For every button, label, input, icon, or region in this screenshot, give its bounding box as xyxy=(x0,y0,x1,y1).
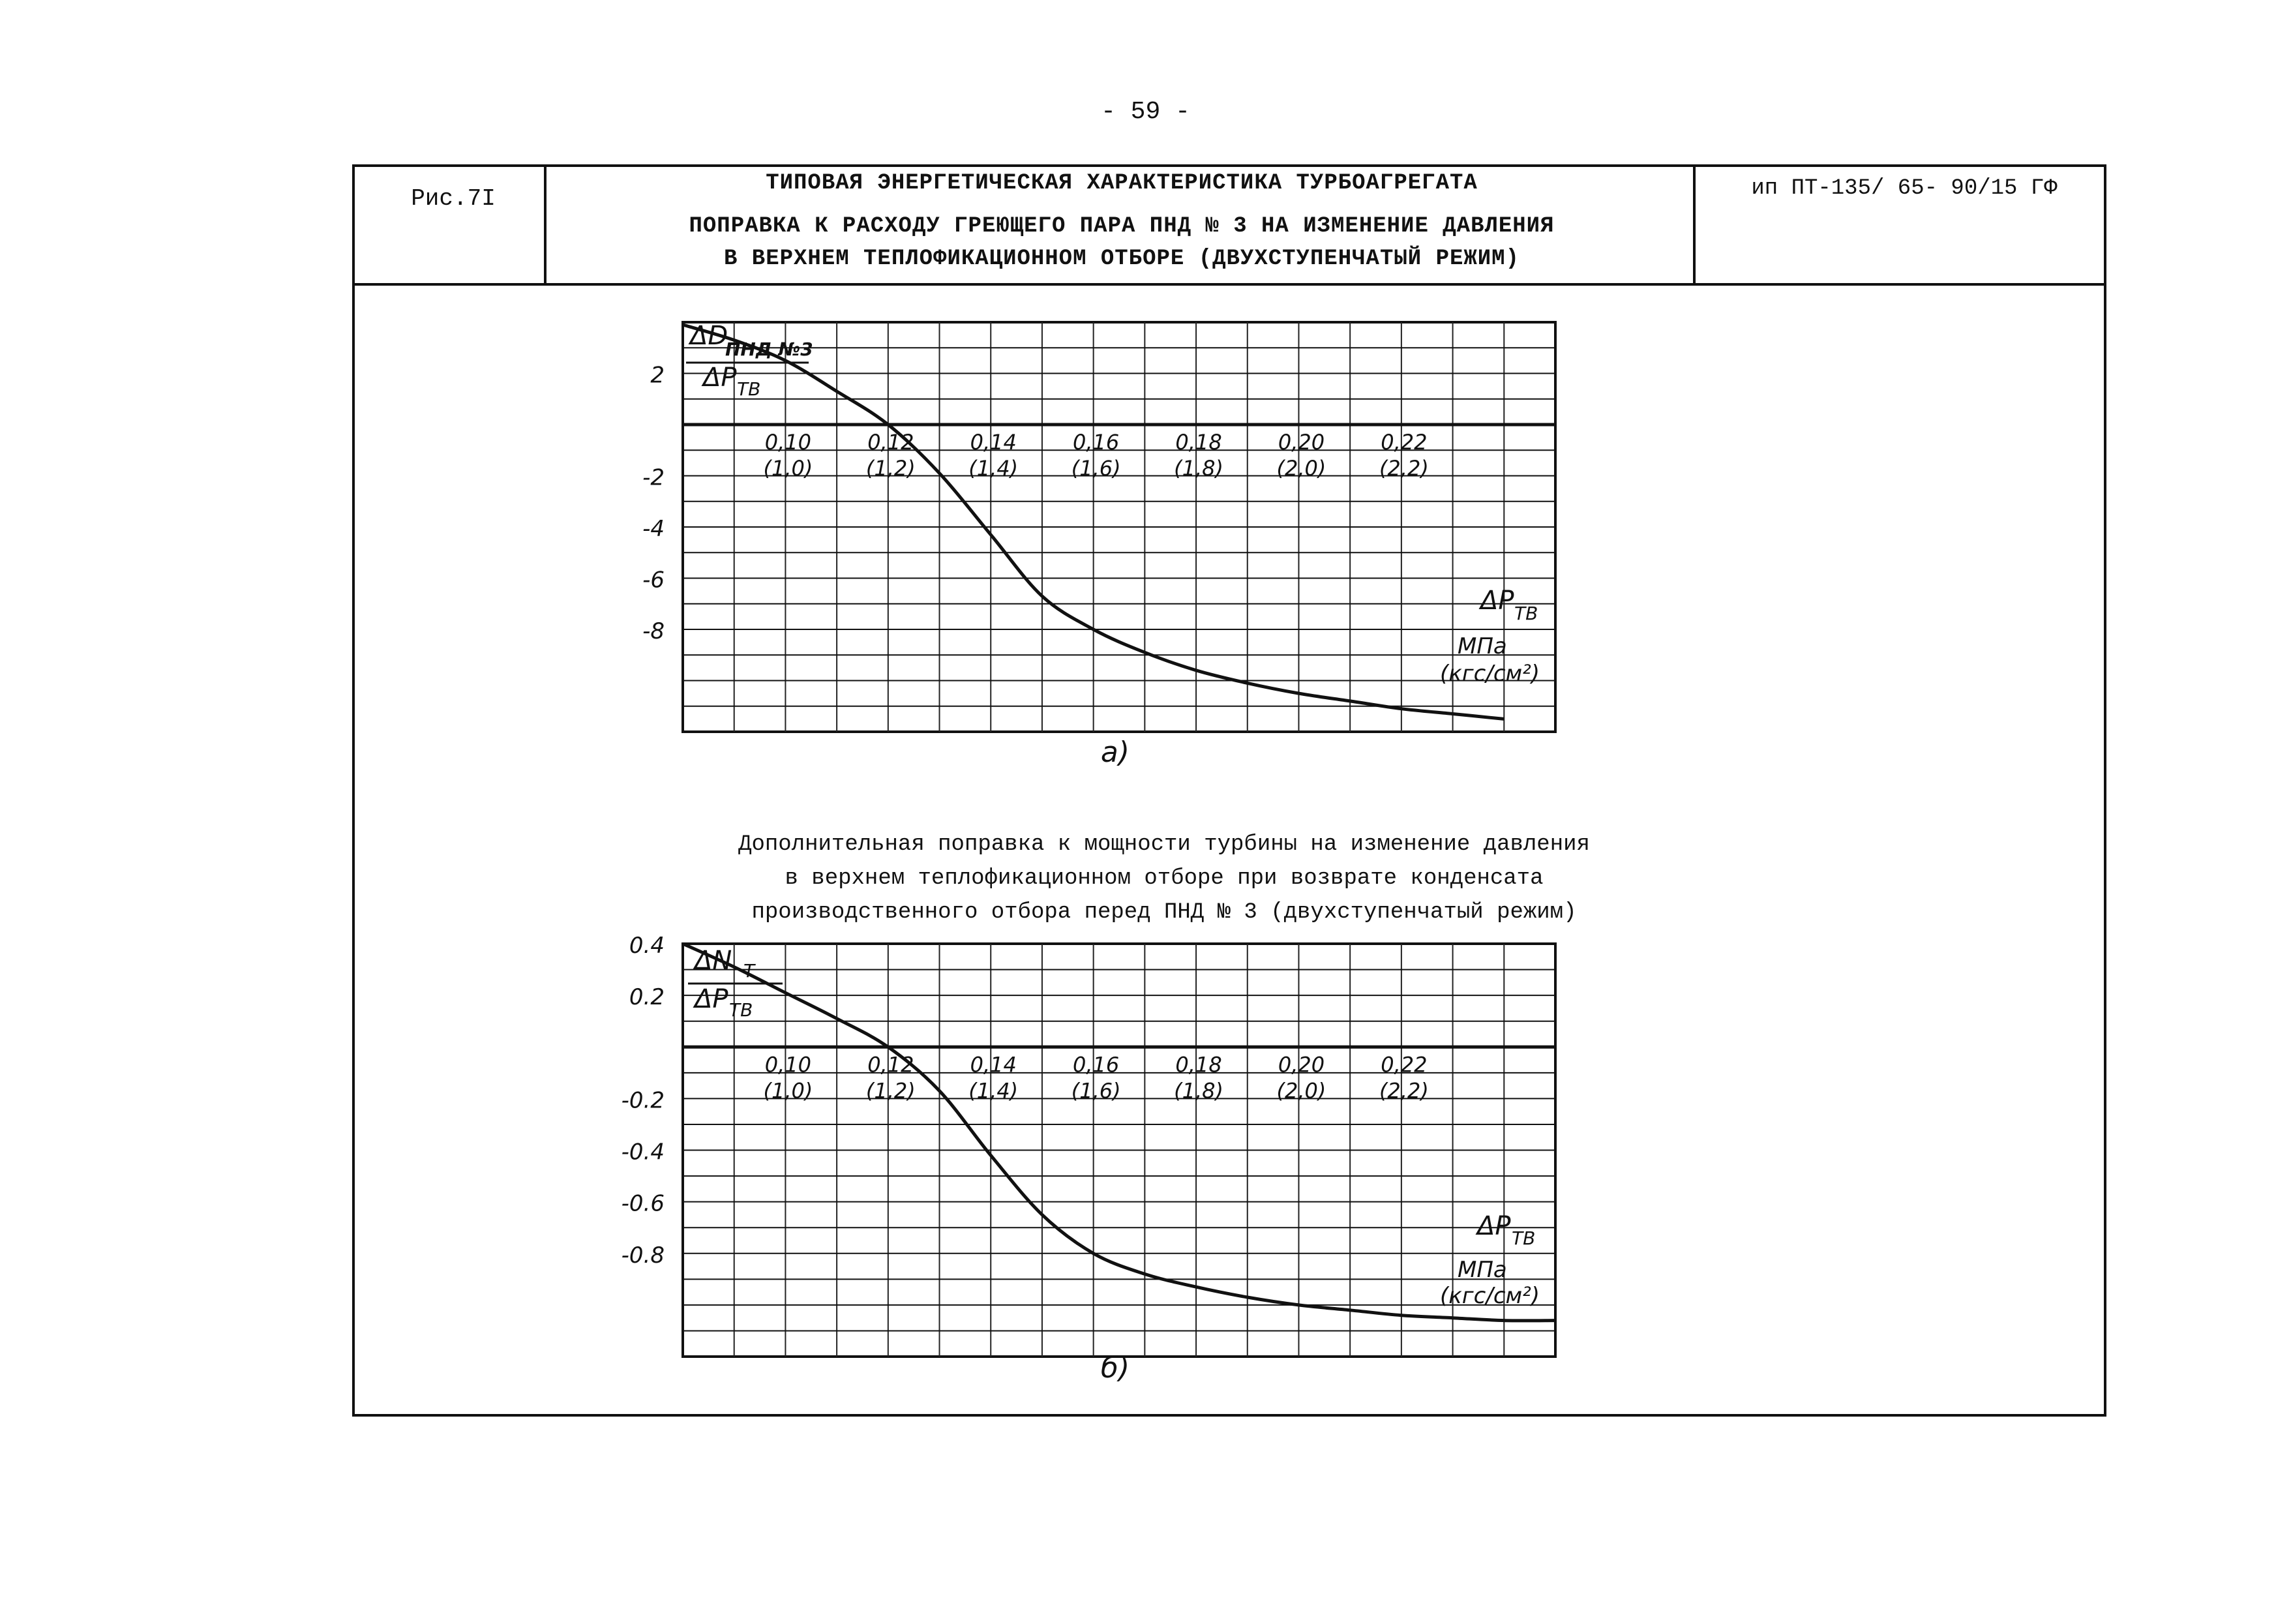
chart-a-x-tick-label-alt: (1,4) xyxy=(968,456,1018,481)
chart-b-x-tick-label-alt: (1,6) xyxy=(1071,1078,1121,1103)
chart-b-xlabel: ΔP xyxy=(1475,1211,1511,1241)
header-subtitle-line1: ПОПРАВКА К РАСХОДУ ГРЕЮЩЕГО ПАРА ПНД № 3… xyxy=(689,214,1555,239)
chart-a-ylabel-bottom-sub: ТВ xyxy=(737,378,760,400)
chart-b-series-line xyxy=(681,942,1556,1323)
chart-a-y-tick-label: -8 xyxy=(642,618,665,644)
chart-b-y-tick-label: 0.4 xyxy=(629,933,665,959)
chart-a-xlabel: ΔP xyxy=(1478,586,1514,616)
chart-a-panel-label: а) xyxy=(1100,736,1130,769)
chart-a-x-tick-label: 0,20 xyxy=(1278,430,1325,455)
chart-a-ylabel-top: ΔD xyxy=(688,321,728,351)
chart-a-grid xyxy=(681,321,1557,733)
chart-a-y-tick-label: 2 xyxy=(650,363,665,389)
chart-a-x-tick-label: 0,16 xyxy=(1073,430,1119,455)
chart-a-ylabel-top-sub: ПНД №3 xyxy=(725,338,813,360)
chart-b-x-tick-label: 0,18 xyxy=(1175,1052,1221,1077)
header-divider-right xyxy=(1693,164,1696,286)
figure-label: Рис.7I xyxy=(411,185,496,212)
chart-a-x-tick-label-alt: (1,2) xyxy=(866,456,916,481)
chart-b-x-tick-label-alt: (1,0) xyxy=(763,1078,813,1103)
chart-b-ylabel-top-sub: Т xyxy=(743,960,756,982)
chart-b-x-tick-label-alt: (1,4) xyxy=(968,1078,1018,1103)
chart-a-x-unit-alt: (кгс/см²) xyxy=(1440,661,1540,687)
chart-b-y-tick-label: -0.8 xyxy=(621,1242,665,1269)
header-row xyxy=(352,164,2106,286)
header-subtitle-line2: В ВЕРХНЕМ ТЕПЛОФИКАЦИОННОМ ОТБОРЕ (ДВУХС… xyxy=(724,247,1520,271)
chart-b-x-tick-label-alt: (2,2) xyxy=(1379,1078,1429,1103)
header-divider-left xyxy=(544,164,547,286)
chart-a-y-tick-label: -6 xyxy=(642,567,665,594)
chart-b-x-tick-label-alt: (2,0) xyxy=(1277,1078,1326,1103)
chart-a-x-tick-label-alt: (2,2) xyxy=(1379,456,1429,481)
chart-b-ylabel-bottom: ΔP xyxy=(693,984,728,1014)
chart-a-xlabel-sub: ТВ xyxy=(1514,603,1538,624)
chart-b-y-tick-label: -0.4 xyxy=(621,1139,665,1165)
chart-b-y-tick-label: -0.2 xyxy=(621,1087,665,1113)
chart-a-ylabel-bottom: ΔP xyxy=(701,363,737,393)
chart-a-y-tick-label: -4 xyxy=(642,516,665,542)
chart-b-xlabel-sub: ТВ xyxy=(1512,1227,1535,1249)
chart-b-x-tick-label: 0,20 xyxy=(1278,1052,1325,1077)
chart-a-x-tick-label: 0,22 xyxy=(1381,430,1427,455)
document-frame xyxy=(352,164,2106,1417)
chart-b-ticks: 0,10(1,0) 0,12(1,2) 0,14(1,4) 0,16(1,6) 0,18… xyxy=(621,933,1429,1269)
chart-a-x-tick-label-alt: (1,6) xyxy=(1071,456,1121,481)
chart-a-x-tick-label-alt: (1,8) xyxy=(1174,456,1223,481)
chart-b-x-tick-label: 0,14 xyxy=(970,1052,1017,1077)
chart-b-y-tick-label: -0.6 xyxy=(621,1191,665,1217)
chart-b-x-tick-label-alt: (1,8) xyxy=(1174,1078,1223,1103)
chart-a-series-line xyxy=(682,323,1505,721)
chart-b-x-unit: МПа xyxy=(1458,1257,1507,1283)
chart-b-x-tick-label-alt: (1,2) xyxy=(866,1078,916,1103)
chart-b-x-tick-label: 0,16 xyxy=(1073,1052,1119,1077)
chart-a-x-tick-label-alt: (2,0) xyxy=(1277,456,1326,481)
chart-a-y-tick-label: -2 xyxy=(642,465,665,491)
chart-b-x-tick-label: 0,22 xyxy=(1381,1052,1427,1077)
chart-a-x-tick-label: 0,14 xyxy=(970,430,1017,455)
chart-b-x-tick-label: 0,12 xyxy=(867,1052,914,1077)
chart-a-x-tick-label: 0,18 xyxy=(1175,430,1221,455)
caption-b-line1: Дополнительная поправка к мощности турби… xyxy=(738,832,1590,857)
header-title: ТИПОВАЯ ЭНЕРГЕТИЧЕСКАЯ ХАРАКТЕРИСТИКА ТУ… xyxy=(766,171,1478,196)
chart-b-x-unit-alt: (кгс/см²) xyxy=(1440,1283,1540,1309)
chart-b-y-tick-label: 0.2 xyxy=(629,984,665,1010)
chart-a-ticks: 0,10(1,0)0,12(1,2)0,14(1,4)0,16(1,6)0,18… xyxy=(642,363,1429,645)
chart-b-x-tick-label: 0,10 xyxy=(765,1052,811,1077)
chart-b-ylabel-top: ΔN xyxy=(693,946,732,976)
document-code: ип ПТ-135/ 65- 90/15 ГФ xyxy=(1751,176,2058,201)
chart-b-panel-label: б) xyxy=(1100,1351,1130,1385)
chart-a-x-tick-label-alt: (1,0) xyxy=(763,456,813,481)
page-number: - 59 - xyxy=(1101,98,1190,126)
chart-a-x-tick-label: 0,10 xyxy=(765,430,811,455)
chart-b-ylabel-bottom-sub: ТВ xyxy=(729,999,753,1021)
chart-b-grid xyxy=(681,942,1557,1358)
caption-b-line2: в верхнем теплофикационном отборе при во… xyxy=(785,866,1544,891)
chart-a-x-unit: МПа xyxy=(1458,633,1507,659)
caption-b-line3: производственного отбора перед ПНД № 3 (… xyxy=(751,900,1577,925)
